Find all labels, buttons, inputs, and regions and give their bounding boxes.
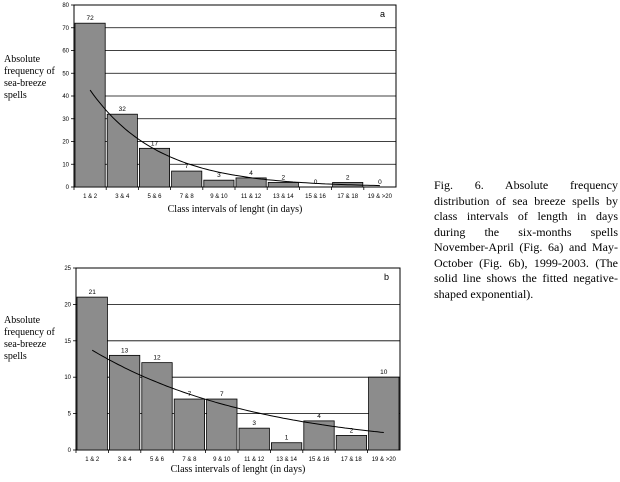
bar (267, 182, 299, 188)
data-label: 2 (346, 174, 350, 181)
y-axis-title-line: Absolute (4, 315, 41, 326)
y-tick-label: 0 (68, 448, 72, 454)
bar (368, 376, 400, 451)
y-tick-label: 70 (62, 26, 69, 32)
bar (74, 22, 106, 188)
data-label: 72 (86, 15, 94, 22)
bar (303, 420, 335, 451)
data-label: 21 (89, 289, 97, 296)
x-tick-label: 17 & 18 (341, 457, 362, 463)
data-label: 0 (314, 179, 318, 186)
y-tick-label: 30 (62, 117, 69, 123)
y-tick-label: 5 (68, 412, 72, 418)
data-label: 4 (249, 170, 253, 177)
y-tick-label: 20 (62, 140, 69, 146)
x-tick-label: 5 & 6 (150, 457, 165, 463)
x-tick-label: 15 & 16 (305, 194, 326, 200)
x-tick-label: 19 & >20 (368, 194, 393, 200)
data-label: 7 (220, 391, 224, 398)
data-label: 3 (217, 172, 221, 179)
data-label: 1 (285, 435, 289, 442)
y-tick-label: 20 (64, 302, 71, 308)
x-tick-label: 17 & 18 (337, 194, 358, 200)
bar (270, 442, 303, 451)
x-tick-label: 7 & 8 (182, 457, 197, 463)
y-tick-label: 25 (64, 266, 71, 272)
y-axis-title-line: sea-breeze (4, 339, 47, 350)
x-tick-label: 1 & 2 (83, 194, 98, 200)
x-tick-label: 19 & >20 (372, 457, 397, 463)
data-label: 0 (378, 179, 382, 186)
bar (203, 179, 235, 188)
y-axis-title-line: frequency of (4, 327, 55, 338)
y-tick-label: 50 (62, 71, 69, 77)
y-axis-title-line: frequency of (4, 66, 55, 77)
x-tick-label: 1 & 2 (85, 457, 100, 463)
bar (109, 354, 141, 451)
x-tick-label: 13 & 14 (273, 194, 294, 200)
y-tick-label: 10 (62, 162, 69, 168)
x-tick-label: 13 & 14 (276, 457, 297, 463)
x-axis-title: Class intervals of lenght (in days) (171, 464, 306, 475)
fitted-exponential-curve (89, 89, 380, 187)
data-label: 12 (153, 355, 161, 362)
data-label: 13 (121, 347, 129, 354)
bar (206, 398, 238, 451)
y-tick-label: 10 (64, 375, 71, 381)
bar (141, 362, 173, 451)
y-axis-title-line: spells (4, 351, 27, 362)
y-axis-title-line: spells (4, 90, 27, 101)
x-tick-label: 9 & 10 (210, 194, 228, 200)
x-tick-label: 15 & 16 (309, 457, 330, 463)
panel-label: b (384, 272, 389, 282)
data-label: 4 (317, 413, 321, 420)
y-tick-label: 40 (62, 94, 69, 100)
panel-label: a (380, 9, 385, 19)
y-axis-title-line: Absolute (4, 54, 41, 65)
data-label: 2 (281, 174, 285, 181)
data-label: 17 (151, 140, 159, 147)
bar (238, 427, 270, 451)
bar (106, 113, 138, 188)
y-tick-label: 80 (62, 3, 69, 9)
y-tick-label: 15 (64, 339, 71, 345)
data-label: 32 (119, 106, 127, 113)
x-tick-label: 3 & 4 (115, 194, 130, 200)
bar (335, 435, 368, 451)
x-tick-label: 5 & 6 (147, 194, 162, 200)
bar (171, 170, 203, 188)
x-tick-label: 7 & 8 (180, 194, 195, 200)
data-label: 3 (252, 420, 256, 427)
bar (76, 296, 108, 451)
x-tick-label: 3 & 4 (118, 457, 133, 463)
data-label: 10 (380, 369, 388, 376)
y-tick-label: 0 (66, 185, 70, 191)
bar (173, 398, 205, 451)
x-tick-label: 11 & 12 (244, 457, 265, 463)
figure-caption: Fig. 6. Absolute frequency distribution … (434, 178, 618, 301)
x-tick-label: 9 & 10 (213, 457, 231, 463)
y-tick-label: 60 (62, 49, 69, 55)
x-axis-title: Class intervals of lenght (in days) (168, 204, 303, 215)
x-tick-label: 11 & 12 (241, 194, 262, 200)
fitted-exponential-curve (91, 349, 384, 433)
data-label: 7 (185, 163, 189, 170)
data-label: 2 (350, 427, 354, 434)
y-axis-title-line: sea-breeze (4, 78, 47, 89)
